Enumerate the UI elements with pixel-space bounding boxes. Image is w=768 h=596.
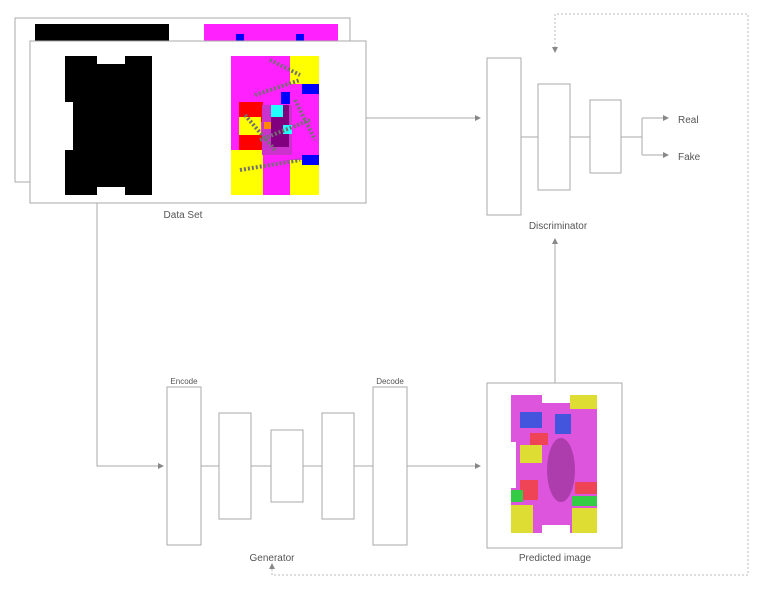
discriminator bbox=[486, 57, 669, 216]
layout-image bbox=[231, 56, 319, 195]
disc-layer-1 bbox=[486, 57, 522, 216]
predicted-image-label: Predicted image bbox=[519, 553, 592, 564]
generator-label: Generator bbox=[249, 553, 295, 564]
encoder-layer-2 bbox=[218, 412, 252, 520]
feedback-loop-arrow bbox=[271, 13, 749, 576]
bottleneck-layer bbox=[270, 429, 304, 503]
decoder-layer-1 bbox=[321, 412, 355, 520]
dataset-label: Data Set bbox=[164, 210, 203, 221]
mask-image bbox=[65, 56, 152, 195]
feedback-arrowhead-generator bbox=[269, 563, 275, 569]
output-real: Real bbox=[678, 115, 699, 126]
predicted-image bbox=[511, 395, 597, 533]
generator bbox=[166, 386, 408, 546]
disc-layer-2 bbox=[537, 83, 571, 191]
decode-label: Decode bbox=[376, 377, 404, 386]
encode-label: Encode bbox=[170, 377, 198, 386]
encoder-layer-1 bbox=[166, 386, 202, 546]
arrow-dataset-to-generator bbox=[96, 203, 164, 469]
decoder-layer-2 bbox=[372, 386, 408, 546]
output-fake: Fake bbox=[678, 152, 701, 163]
predicted-image-card bbox=[486, 382, 623, 549]
discriminator-label: Discriminator bbox=[529, 221, 588, 232]
disc-layer-3 bbox=[589, 99, 622, 174]
dataset-card-front bbox=[29, 40, 367, 204]
